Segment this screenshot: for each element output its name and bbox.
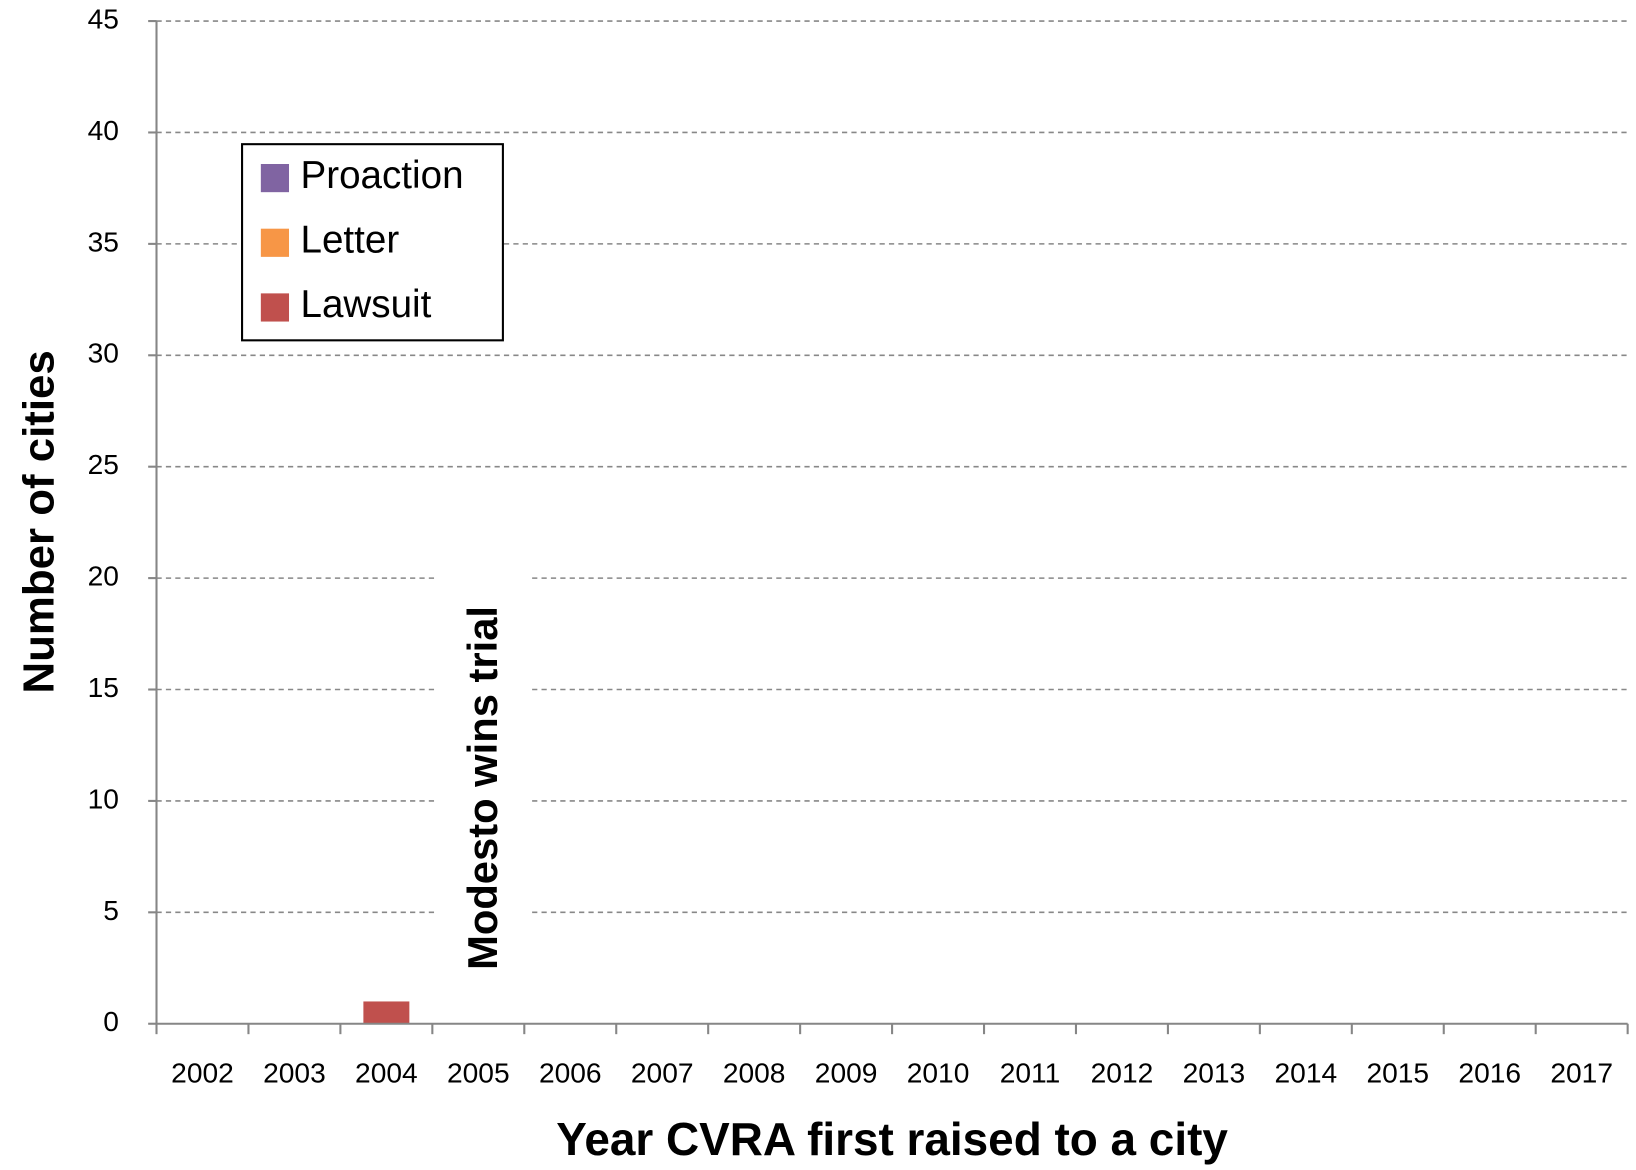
x-tick-label: 2013 bbox=[1183, 1056, 1246, 1088]
y-tick-label: 35 bbox=[88, 225, 119, 257]
legend-label: Lawsuit bbox=[300, 283, 431, 326]
annotation-background bbox=[436, 563, 531, 1019]
legend-swatch bbox=[260, 164, 290, 193]
y-tick-label: 30 bbox=[88, 337, 119, 369]
x-tick-label: 2003 bbox=[263, 1056, 326, 1088]
legend: Proaction Letter Lawsuit bbox=[241, 143, 504, 342]
x-axis-title: Year CVRA first raised to a city bbox=[556, 1113, 1228, 1165]
y-tick-label: 20 bbox=[88, 560, 119, 592]
x-tick-label: 2008 bbox=[723, 1056, 786, 1088]
bar bbox=[363, 1001, 410, 1024]
y-tick-label: 40 bbox=[88, 114, 119, 146]
legend-swatch bbox=[260, 228, 290, 257]
x-tick-label: 2006 bbox=[539, 1056, 602, 1088]
y-tick-label: 10 bbox=[88, 782, 119, 814]
x-tick-label: 2010 bbox=[907, 1056, 970, 1088]
x-tick-label: 2011 bbox=[1000, 1056, 1061, 1088]
legend-label: Proaction bbox=[300, 154, 463, 197]
y-tick-label: 15 bbox=[88, 671, 119, 703]
y-tick-label: 5 bbox=[103, 894, 119, 926]
x-tick-label: 2009 bbox=[815, 1056, 878, 1088]
x-tick-label: 2007 bbox=[631, 1056, 694, 1088]
legend-swatch bbox=[260, 293, 290, 322]
y-tick-label: 25 bbox=[88, 448, 119, 480]
y-tick-label: 45 bbox=[88, 2, 119, 34]
x-tick-label: 2005 bbox=[447, 1056, 510, 1088]
x-tick-label: 2012 bbox=[1091, 1056, 1154, 1088]
x-tick-label: 2016 bbox=[1458, 1056, 1521, 1088]
x-tick-label: 2002 bbox=[171, 1056, 234, 1088]
y-axis-title: Number of cities bbox=[14, 350, 63, 693]
annotation: Modesto wins trial bbox=[459, 606, 506, 970]
x-tick-label: 2017 bbox=[1550, 1056, 1613, 1088]
y-tick-label: 0 bbox=[103, 1005, 119, 1037]
legend-label: Letter bbox=[300, 218, 399, 261]
x-tick-label: 2014 bbox=[1275, 1056, 1338, 1088]
x-tick-label: 2015 bbox=[1366, 1056, 1429, 1088]
x-tick-label: 2004 bbox=[355, 1056, 418, 1088]
